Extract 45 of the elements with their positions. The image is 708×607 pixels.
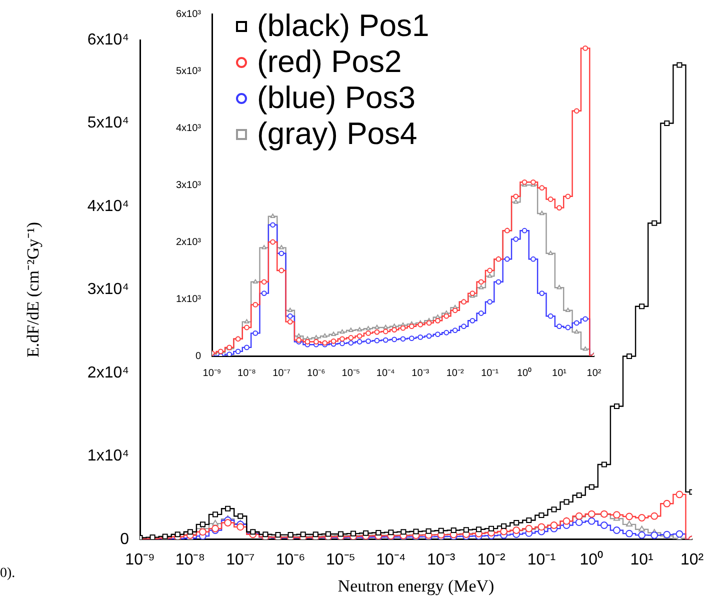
legend-label: (blue) Pos3 bbox=[257, 80, 416, 116]
x-tick-label: 10⁻⁶ bbox=[276, 551, 306, 568]
x-tick-label: 10⁻³ bbox=[412, 368, 430, 379]
x-tick-label: 10² bbox=[586, 368, 602, 379]
y-tick-label: 5x10⁴ bbox=[87, 114, 130, 132]
x-tick-label: 10² bbox=[680, 551, 704, 568]
x-tick-label: 10⁻⁸ bbox=[175, 551, 205, 568]
y-tick-label: 1x10⁴ bbox=[87, 448, 130, 465]
x-tick-label: 10⁻⁶ bbox=[307, 368, 326, 379]
text: 0). bbox=[0, 566, 16, 582]
x-tick-label: 10⁻⁴ bbox=[376, 368, 395, 379]
x-tick-label: 10⁻² bbox=[477, 551, 506, 568]
y-tick-label: 4x10³ bbox=[176, 122, 202, 134]
y-tick-label: 0 bbox=[120, 530, 130, 548]
x-tick-label: 10⁻⁴ bbox=[376, 551, 406, 568]
x-tick-label: 10⁻⁵ bbox=[326, 551, 356, 568]
x-tick-label: 10⁰ bbox=[516, 366, 532, 379]
x-tick-label: 10⁰ bbox=[580, 550, 604, 568]
x-tick-label: 10⁻⁷ bbox=[226, 551, 255, 568]
x-tick-label: 10⁻⁷ bbox=[272, 368, 291, 379]
y-tick-label: 4x10⁴ bbox=[87, 198, 130, 215]
legend-label: (black) Pos1 bbox=[257, 8, 430, 44]
x-tick-label: 10⁻⁹ bbox=[202, 368, 222, 379]
x-tick-label: 10⁻⁸ bbox=[238, 368, 256, 379]
y-tick-label: 5x10³ bbox=[176, 66, 202, 77]
y-tick-label: 1x10³ bbox=[176, 294, 202, 305]
x-tick-label: 10⁻¹ bbox=[527, 551, 556, 568]
x-tick-label: 10⁻⁵ bbox=[342, 368, 360, 379]
x-tick-label: 10⁻² bbox=[446, 368, 464, 379]
y-tick-label: 0 bbox=[195, 350, 202, 362]
x-axis-title: Neutron energy (MeV) bbox=[338, 576, 494, 596]
y-tick-label: 2x10³ bbox=[176, 236, 202, 248]
legend-label: (red) Pos2 bbox=[257, 44, 402, 80]
y-tick-label: 6x10³ bbox=[176, 8, 202, 20]
x-tick-label: 10⁻⁹ bbox=[125, 551, 155, 568]
legend-label: (gray) Pos4 bbox=[257, 116, 418, 152]
y-axis-title: E.dF/dE (cm⁻²Gy⁻¹) bbox=[24, 222, 43, 358]
x-tick-label: 10⁻¹ bbox=[481, 368, 500, 379]
y-tick-label: 2x10⁴ bbox=[87, 364, 130, 382]
y-tick-label: 6x10⁴ bbox=[87, 31, 130, 48]
x-tick-label: 10¹ bbox=[630, 551, 654, 568]
x-tick-label: 10⁻³ bbox=[427, 551, 456, 568]
x-tick-label: 10¹ bbox=[552, 368, 568, 379]
y-tick-label: 3x10³ bbox=[176, 180, 202, 191]
y-tick-label: 3x10⁴ bbox=[87, 281, 130, 298]
